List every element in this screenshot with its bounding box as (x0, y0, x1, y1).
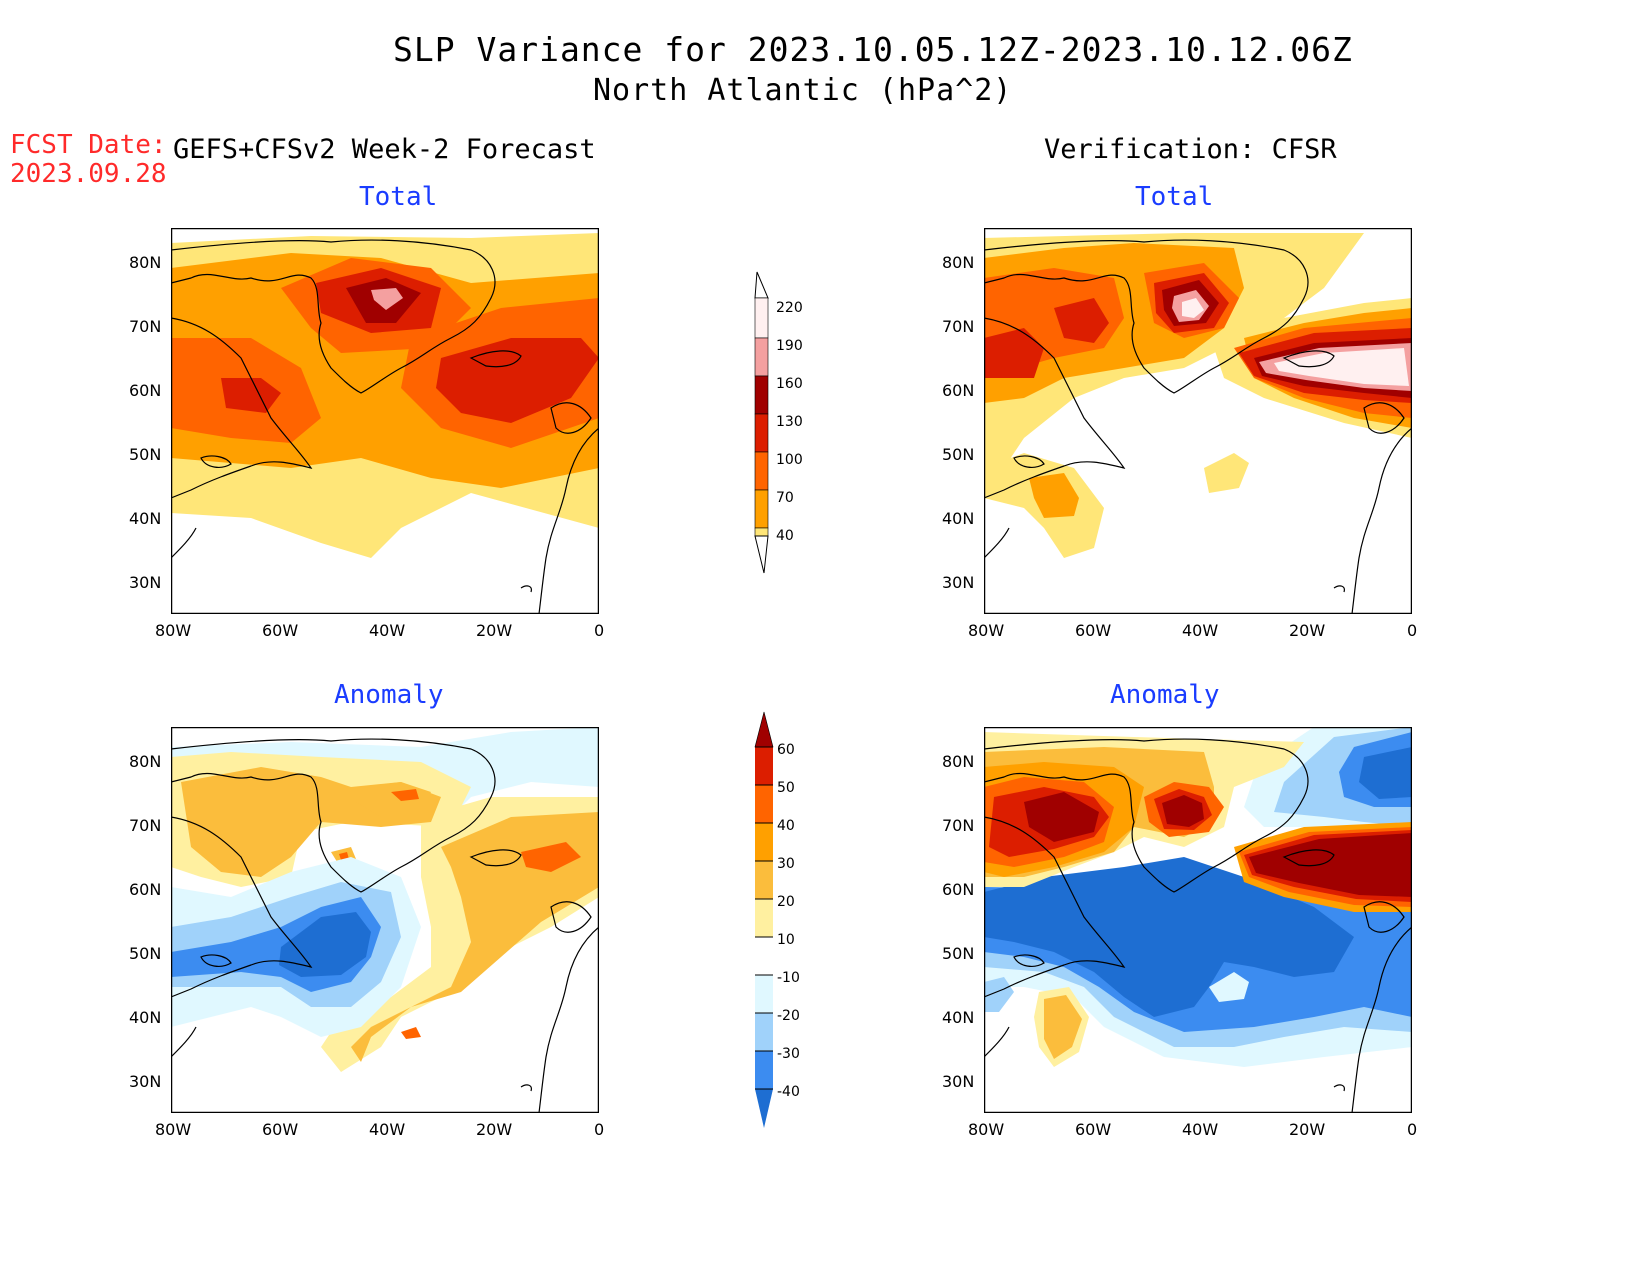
lat-label-30n: 30N (942, 1072, 975, 1091)
cb-total-label: 190 (776, 338, 803, 354)
lon-label-60w: 60W (262, 1120, 299, 1139)
figure-subtitle: North Atlantic (hPa^2) (593, 73, 1013, 108)
lat-label-80n: 80N (129, 253, 162, 272)
lon-label-0: 0 (594, 621, 605, 640)
cb-total-label: 100 (776, 452, 803, 468)
lon-label-20w: 20W (1289, 1120, 1326, 1139)
lat-label-50n: 50N (942, 445, 975, 464)
lon-label-20w: 20W (476, 621, 513, 640)
cb-anom-label: -40 (777, 1084, 800, 1100)
cb-total-label: 70 (776, 490, 794, 506)
lat-label-40n: 40N (942, 1008, 975, 1027)
fc-anom-title: Anomaly (334, 680, 444, 710)
lat-label-70n: 70N (942, 816, 975, 835)
lon-label-80w: 80W (155, 621, 192, 640)
cb-anom-label: 10 (777, 932, 795, 948)
lat-label-60n: 60N (942, 880, 975, 899)
lon-label-60w: 60W (1075, 1120, 1112, 1139)
lon-label-20w: 20W (1289, 621, 1326, 640)
lat-label-70n: 70N (942, 317, 975, 336)
cb-total-label: 130 (776, 414, 803, 430)
cb-total-label: 160 (776, 376, 803, 392)
cb-anom-label: -30 (777, 1046, 800, 1062)
cb-anom-label: 60 (777, 742, 795, 758)
lon-label-0: 0 (1407, 1120, 1418, 1139)
cb-anom-label: 50 (777, 780, 795, 796)
lat-label-40n: 40N (942, 509, 975, 528)
cb-total-label: 40 (776, 528, 794, 544)
lat-label-60n: 60N (129, 381, 162, 400)
verification-anomaly-map (984, 727, 1412, 1113)
forecast-anomaly-map (171, 727, 599, 1113)
lon-label-80w: 80W (968, 1120, 1005, 1139)
cb-anom-label: -20 (777, 1008, 800, 1024)
lon-label-60w: 60W (262, 621, 299, 640)
lat-label-80n: 80N (942, 253, 975, 272)
lat-label-40n: 40N (129, 1008, 162, 1027)
lon-label-0: 0 (594, 1120, 605, 1139)
lat-label-40n: 40N (129, 509, 162, 528)
lon-label-20w: 20W (476, 1120, 513, 1139)
figure-title: SLP Variance for 2023.10.05.12Z-2023.10.… (393, 30, 1353, 69)
lat-label-70n: 70N (129, 816, 162, 835)
lat-label-60n: 60N (129, 880, 162, 899)
lon-label-60w: 60W (1075, 621, 1112, 640)
cb-total-label: 220 (776, 300, 803, 316)
verification-total-map (984, 228, 1412, 614)
lon-label-80w: 80W (155, 1120, 192, 1139)
lat-label-70n: 70N (129, 317, 162, 336)
fcst-date-label: FCST Date: (10, 130, 167, 160)
lon-label-0: 0 (1407, 621, 1418, 640)
lon-label-40w: 40W (369, 621, 406, 640)
cb-anom-label: 40 (777, 818, 795, 834)
forecast-header: GEFS+CFSv2 Week-2 Forecast (173, 134, 596, 165)
lat-label-30n: 30N (129, 1072, 162, 1091)
lat-label-30n: 30N (942, 573, 975, 592)
fc-total-title: Total (359, 182, 438, 212)
lat-label-60n: 60N (942, 381, 975, 400)
forecast-total-map (171, 228, 599, 614)
cb-anom-label: 20 (777, 894, 795, 910)
lon-label-40w: 40W (1182, 621, 1219, 640)
verification-header: Verification: CFSR (1044, 134, 1337, 165)
lon-label-40w: 40W (1182, 1120, 1219, 1139)
colorbar-anomaly (754, 711, 774, 1128)
ver-total-title: Total (1135, 182, 1214, 212)
lat-label-80n: 80N (942, 752, 975, 771)
lat-label-50n: 50N (129, 445, 162, 464)
lon-label-80w: 80W (968, 621, 1005, 640)
lat-label-30n: 30N (129, 573, 162, 592)
colorbar-total (754, 271, 769, 574)
lat-label-50n: 50N (129, 944, 162, 963)
cb-anom-label: 30 (777, 856, 795, 872)
lon-label-40w: 40W (369, 1120, 406, 1139)
lat-label-80n: 80N (129, 752, 162, 771)
ver-anom-title: Anomaly (1110, 680, 1220, 710)
fcst-date-value: 2023.09.28 (10, 159, 167, 189)
cb-anom-label: -10 (777, 970, 800, 986)
lat-label-50n: 50N (942, 944, 975, 963)
